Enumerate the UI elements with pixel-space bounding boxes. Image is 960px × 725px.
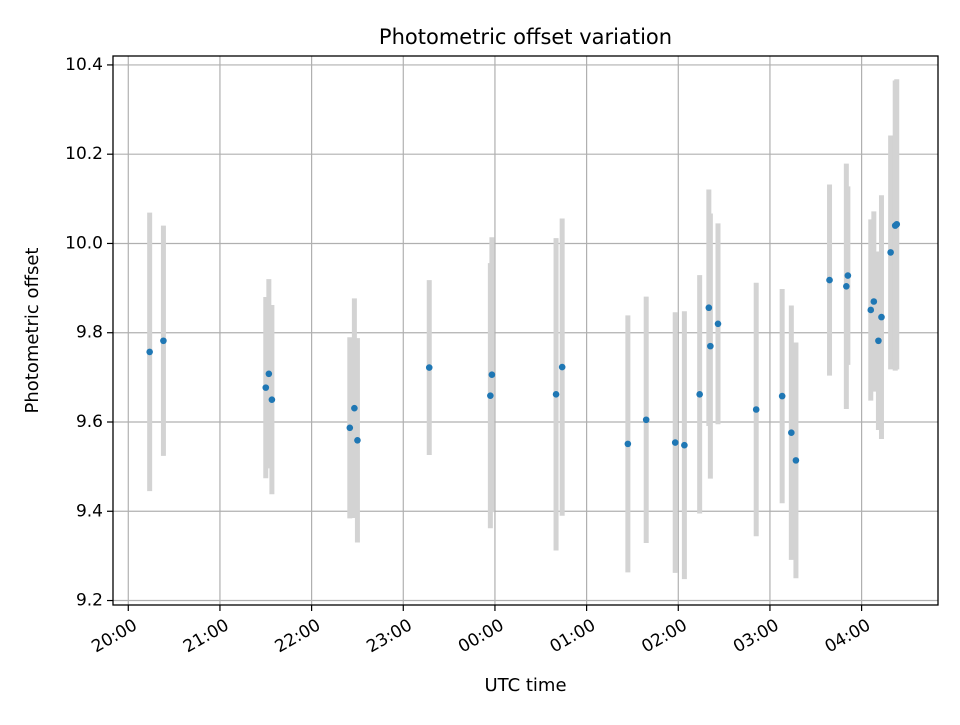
y-tick-label: 9.2 bbox=[76, 591, 103, 611]
grid-layer bbox=[113, 56, 938, 605]
data-point bbox=[867, 306, 875, 314]
x-tick-label: 01:00 bbox=[547, 615, 599, 657]
data-point bbox=[146, 348, 153, 356]
x-tick-label: 03:00 bbox=[730, 615, 782, 657]
x-tick-label: 21:00 bbox=[180, 615, 232, 657]
y-tick-label: 10.4 bbox=[65, 55, 103, 75]
x-axis-label: UTC time bbox=[484, 675, 566, 696]
data-point bbox=[714, 320, 722, 328]
data-point bbox=[425, 364, 433, 371]
data-point bbox=[552, 391, 560, 398]
data-point bbox=[844, 272, 852, 279]
x-tick-label: 04:00 bbox=[822, 615, 874, 657]
data-point bbox=[681, 441, 688, 449]
data-point bbox=[642, 416, 650, 424]
data-point bbox=[354, 437, 361, 444]
data-point bbox=[696, 391, 703, 398]
tick-layer: 20:00 21:00 22:00 23:00 00:00 01:00 02:00 03:00… bbox=[65, 55, 874, 657]
chart-title: Photometric offset variation bbox=[379, 25, 672, 49]
data-point bbox=[752, 406, 760, 413]
y-tick-label: 9.4 bbox=[76, 501, 103, 521]
y-axis-label: Photometric offset bbox=[22, 248, 43, 414]
y-tick-label: 9.8 bbox=[76, 323, 103, 343]
data-point bbox=[487, 392, 494, 399]
data-point bbox=[878, 313, 885, 321]
data-point bbox=[826, 276, 833, 284]
x-tick-label: 20:00 bbox=[88, 615, 140, 657]
data-point bbox=[624, 440, 632, 448]
data-point bbox=[265, 370, 273, 378]
data-point bbox=[671, 439, 679, 446]
y-tick-label: 10.0 bbox=[65, 233, 103, 253]
data-point bbox=[887, 249, 894, 256]
y-tick-label: 10.2 bbox=[65, 144, 103, 164]
data-point bbox=[160, 337, 167, 345]
x-tick-label: 23:00 bbox=[363, 615, 415, 657]
data-point bbox=[558, 363, 566, 371]
data-point bbox=[893, 220, 901, 228]
data-point bbox=[778, 392, 786, 400]
data-point bbox=[875, 337, 882, 345]
data-point bbox=[792, 457, 800, 464]
data-point bbox=[870, 298, 878, 305]
data-point bbox=[346, 424, 354, 432]
data-point bbox=[843, 283, 850, 290]
x-tick-label: 02:00 bbox=[638, 615, 690, 657]
data-point bbox=[707, 342, 714, 350]
data-point bbox=[262, 384, 270, 391]
data-point bbox=[488, 371, 496, 378]
data-point bbox=[268, 396, 276, 403]
point-layer bbox=[146, 220, 901, 464]
x-tick-label: 00:00 bbox=[455, 615, 507, 657]
y-tick-label: 9.6 bbox=[76, 412, 103, 432]
plot-frame bbox=[112, 55, 939, 606]
data-point bbox=[788, 429, 795, 437]
data-point bbox=[705, 304, 713, 312]
x-tick-label: 22:00 bbox=[272, 615, 324, 657]
data-point bbox=[351, 404, 358, 412]
